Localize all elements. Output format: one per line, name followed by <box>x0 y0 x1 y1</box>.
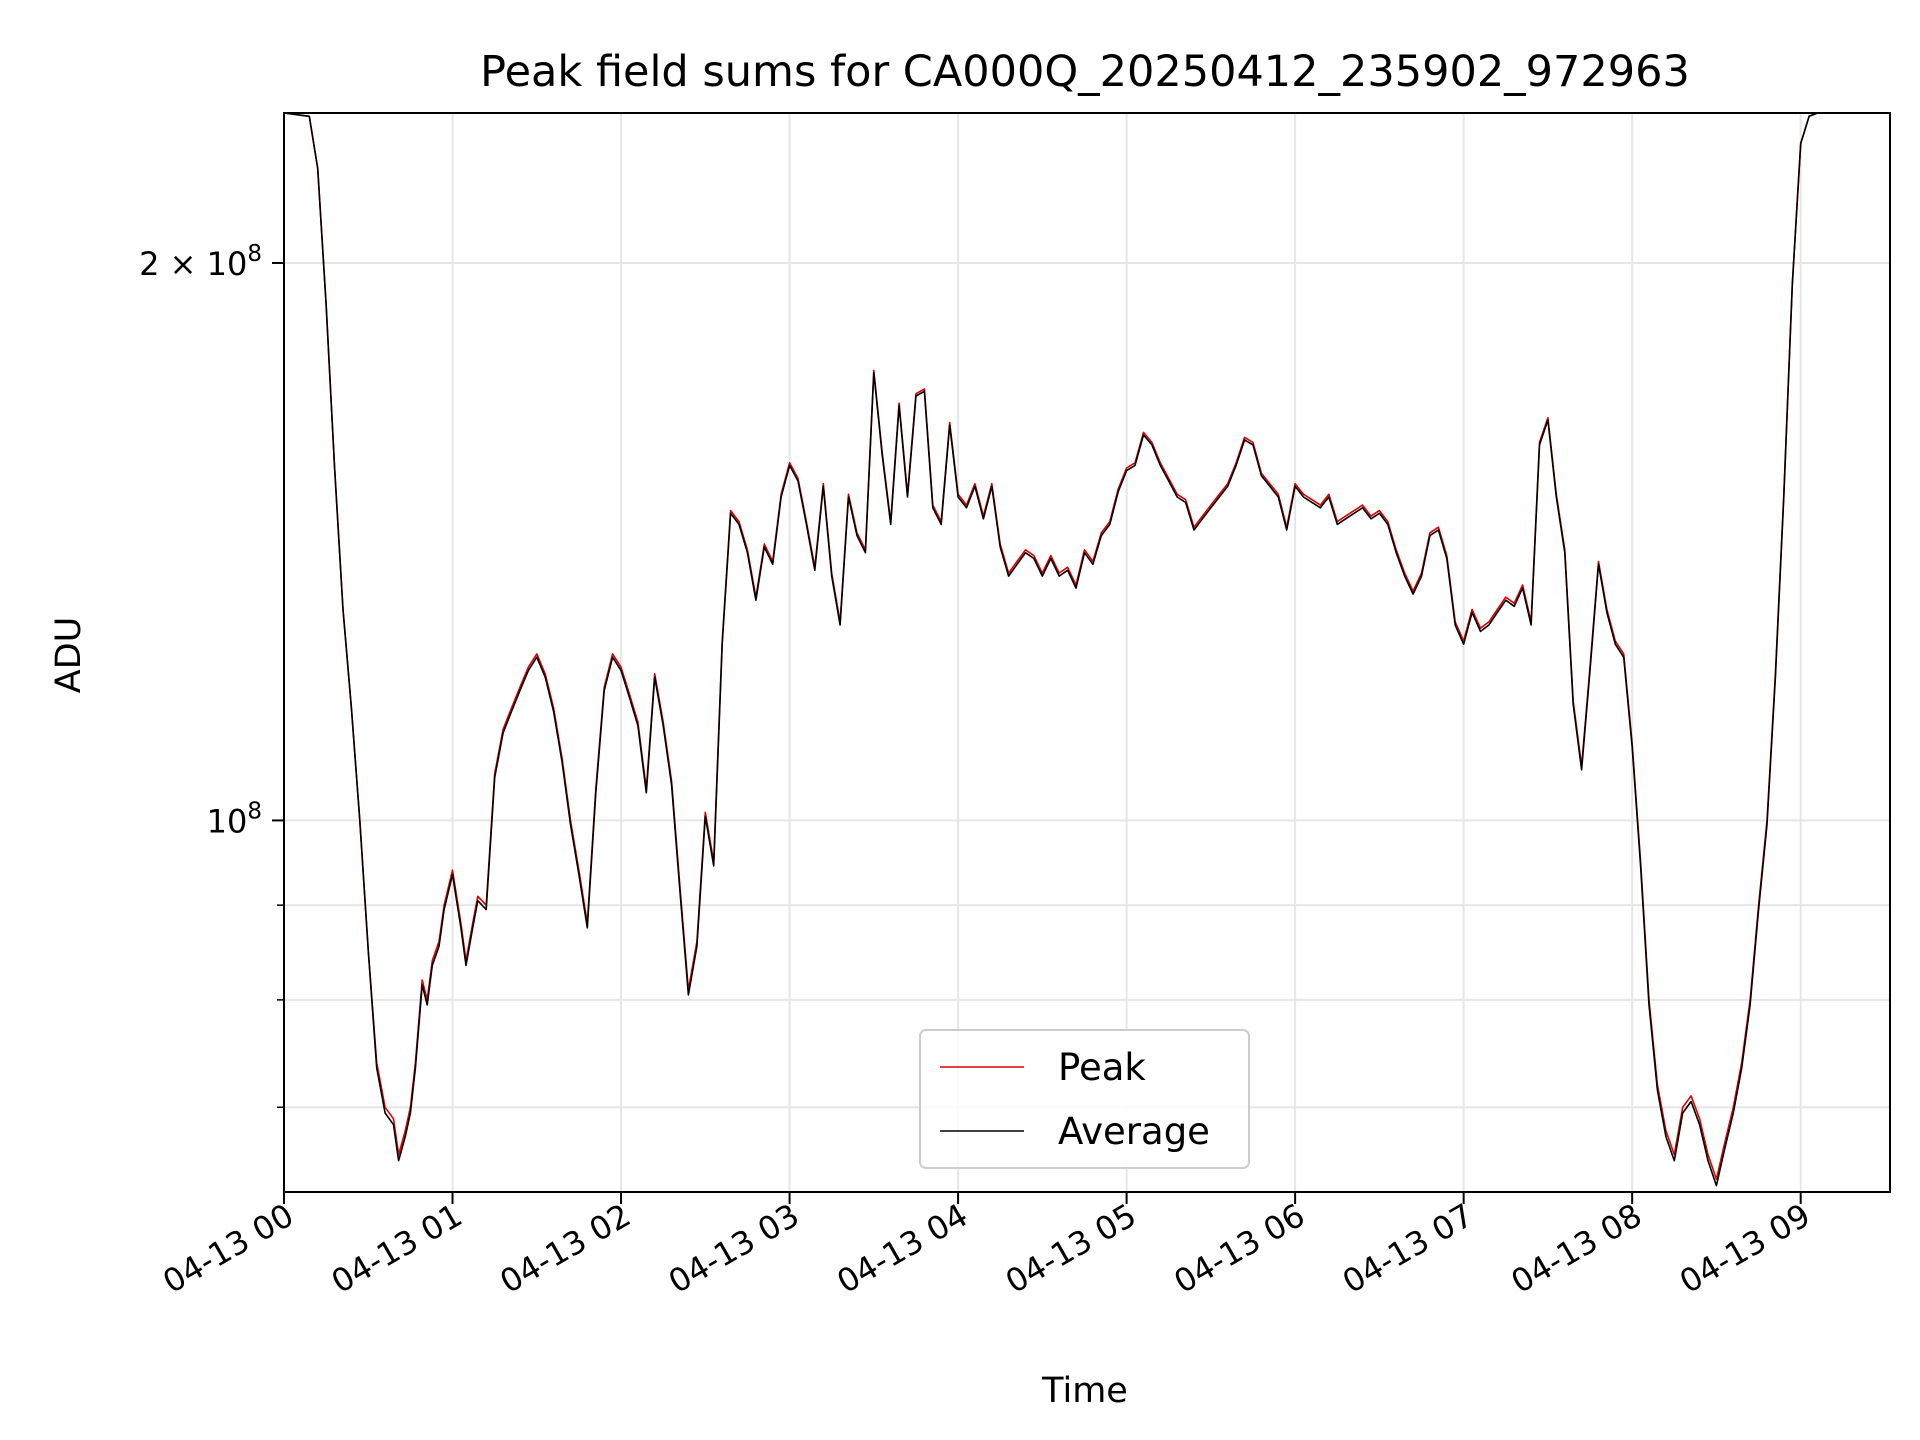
grid <box>283 113 1890 1192</box>
plot-frame <box>283 112 1891 1193</box>
y-axis: 108 2 × 108 <box>139 241 284 1109</box>
y-axis-label: ADU <box>49 617 89 694</box>
legend-box <box>919 1029 1250 1169</box>
plot-lines <box>283 112 1818 1187</box>
legend: Peak Average <box>919 1029 1250 1169</box>
y-tick-label: 2 × 108 <box>139 241 262 283</box>
x-axis-label: Time <box>1041 1371 1128 1411</box>
chart-title: Peak field sums for CA000Q_20250412_2359… <box>480 47 1690 97</box>
legend-average-label: Average <box>1058 1110 1210 1153</box>
y-tick-label: 108 <box>207 798 262 840</box>
legend-peak-label: Peak <box>1058 1046 1146 1089</box>
series-line-average <box>283 112 1818 1187</box>
